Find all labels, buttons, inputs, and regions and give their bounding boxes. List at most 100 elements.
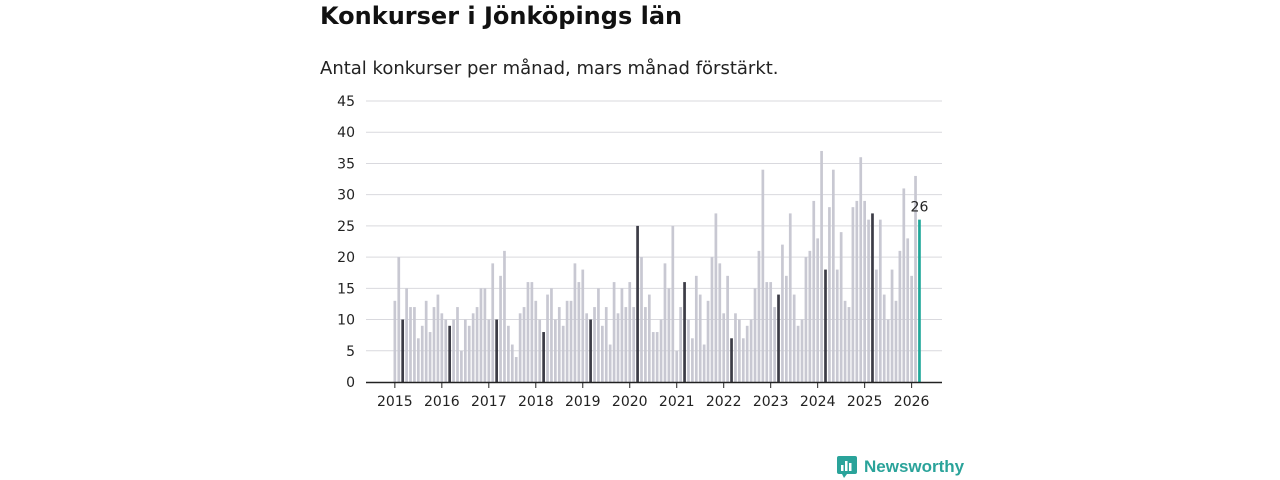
x-axis: 2015 2016 2017 2018 2019 2020 2021 2022 2023 2024… — [377, 382, 930, 410]
brand-name: Newsworthy — [864, 457, 965, 476]
x-tick-label: 2023 — [753, 394, 789, 410]
bar — [835, 269, 839, 382]
newsworthy-logo-icon — [837, 456, 857, 478]
bar — [741, 338, 745, 382]
bar — [413, 307, 416, 382]
y-tick-label: 10 — [337, 313, 355, 329]
bar — [463, 319, 467, 382]
bar-march — [589, 319, 592, 382]
bar — [585, 313, 589, 382]
bar — [507, 325, 510, 382]
bar — [839, 232, 843, 382]
bar — [600, 325, 604, 382]
x-tick-label: 2016 — [424, 394, 460, 410]
bar — [718, 263, 722, 382]
x-tick-label: 2021 — [659, 394, 695, 410]
bar — [785, 275, 788, 382]
bar — [812, 200, 816, 382]
bar — [651, 332, 655, 382]
bar-march — [683, 282, 686, 382]
bar — [796, 325, 800, 382]
bar — [538, 319, 542, 382]
bar — [671, 225, 675, 382]
bar — [647, 294, 651, 382]
bar — [894, 300, 898, 382]
y-tick-label: 5 — [346, 344, 355, 360]
bar — [581, 269, 585, 382]
bar — [808, 250, 812, 382]
bar — [522, 307, 526, 382]
bar — [554, 319, 557, 382]
bar — [667, 288, 671, 382]
bars — [393, 150, 921, 382]
bar — [722, 313, 726, 382]
bar — [424, 300, 428, 382]
bar — [820, 150, 823, 382]
bar — [886, 319, 890, 382]
bar — [491, 263, 495, 382]
bar — [510, 344, 514, 382]
bar — [792, 294, 796, 382]
y-tick-label: 25 — [337, 219, 355, 235]
x-tick-label: 2024 — [800, 394, 836, 410]
bar — [573, 263, 577, 382]
bar — [499, 275, 502, 382]
y-tick-label: 0 — [346, 375, 355, 391]
bar — [800, 319, 804, 382]
x-tick-label: 2026 — [894, 394, 930, 410]
bar — [906, 238, 910, 382]
bar — [890, 269, 894, 382]
bar — [694, 275, 698, 382]
bar — [710, 257, 714, 382]
bar — [828, 207, 831, 382]
bar — [867, 219, 870, 382]
bar — [855, 200, 859, 382]
bar-march — [542, 332, 545, 382]
bar — [416, 338, 420, 382]
bar — [655, 332, 659, 382]
bar-march — [824, 269, 827, 382]
bar — [436, 294, 440, 382]
bar — [405, 288, 408, 382]
bar — [479, 288, 483, 382]
bar — [467, 325, 471, 382]
bar — [640, 257, 643, 382]
bar — [561, 325, 565, 382]
y-tick-label: 45 — [337, 94, 355, 110]
x-tick-label: 2015 — [377, 394, 413, 410]
chart-subtitle: Antal konkurser per månad, mars månad fö… — [320, 58, 779, 79]
x-tick-label: 2018 — [518, 394, 554, 410]
brand-logo: Newsworthy — [836, 455, 964, 479]
x-tick-label: 2022 — [706, 394, 742, 410]
bar — [898, 250, 902, 382]
x-tick-label: 2025 — [847, 394, 883, 410]
bar — [644, 307, 647, 382]
bar-march — [871, 213, 874, 382]
bar — [847, 307, 851, 382]
bar — [624, 307, 628, 382]
bar — [565, 300, 569, 382]
bar — [691, 338, 694, 382]
bar — [393, 300, 397, 382]
bar-march — [495, 319, 498, 382]
bar — [514, 357, 518, 382]
bar — [902, 188, 906, 382]
bar — [875, 269, 878, 382]
bar — [698, 294, 702, 382]
bar — [738, 319, 741, 382]
bar — [487, 319, 491, 382]
bar — [550, 288, 553, 382]
bar — [452, 319, 455, 382]
bar — [734, 313, 737, 382]
bar — [761, 169, 765, 382]
bar — [530, 282, 534, 382]
bar — [816, 238, 820, 382]
y-axis: 0 5 10 15 20 25 30 35 40 45 — [337, 94, 355, 391]
bar-march — [730, 338, 733, 382]
bar — [420, 325, 424, 382]
bar — [397, 257, 401, 382]
bar — [679, 307, 682, 382]
bar — [749, 319, 753, 382]
x-tick-label: 2020 — [612, 394, 648, 410]
